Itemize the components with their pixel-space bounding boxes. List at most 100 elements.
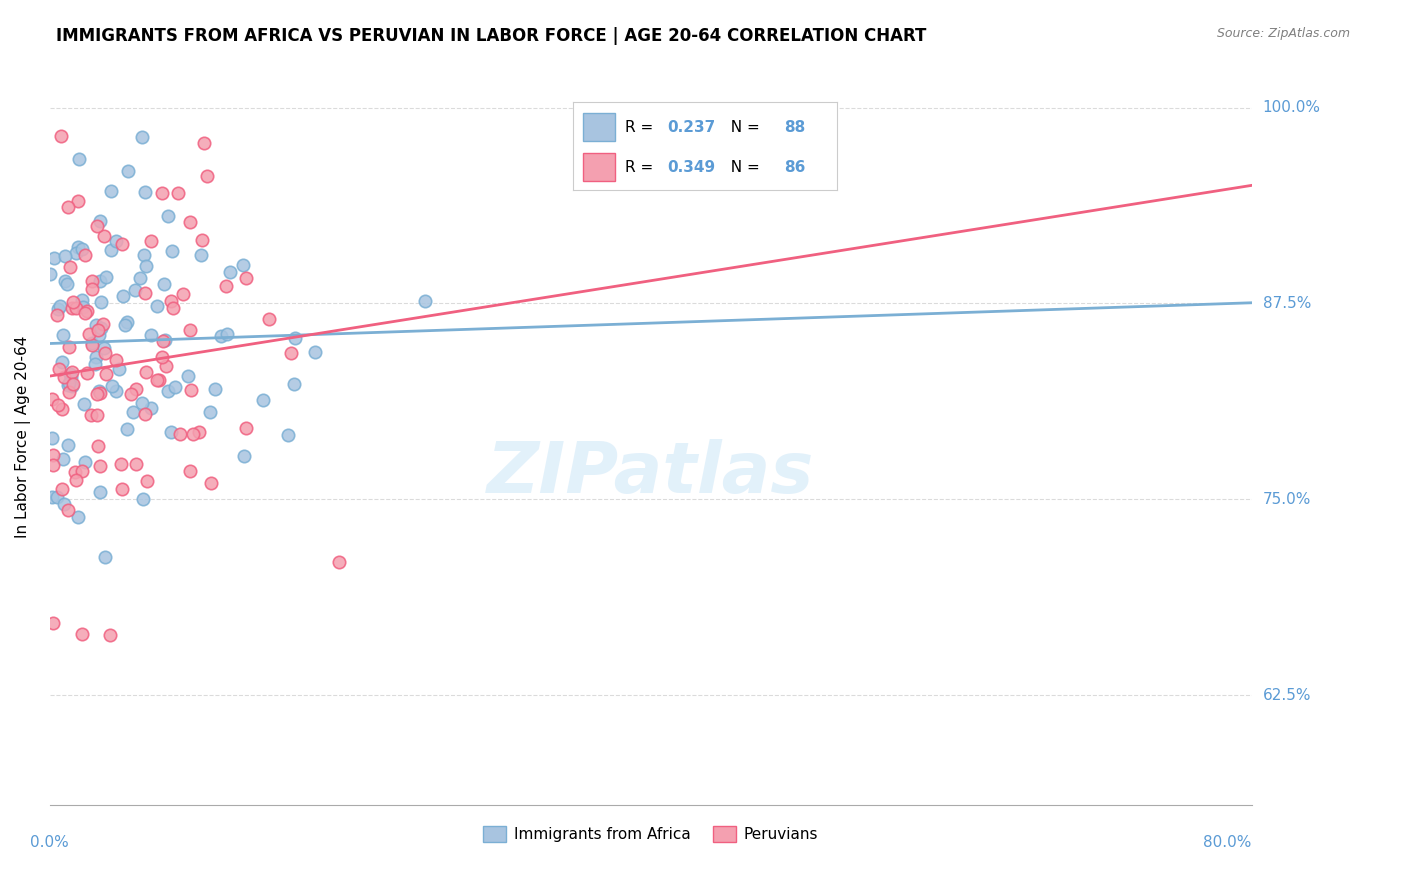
Point — [51, 401, 73, 416]
Point — [65, 474, 87, 488]
Point — [124, 283, 146, 297]
Point — [46, 301, 69, 316]
Point — [252, 392, 274, 407]
Point — [53, 497, 76, 511]
Point — [82, 336, 104, 351]
Point — [139, 401, 162, 416]
Point — [153, 334, 176, 348]
Point — [160, 244, 183, 258]
Point — [146, 299, 169, 313]
Point — [105, 384, 128, 398]
Point — [94, 270, 117, 285]
Point — [70, 293, 93, 307]
Point — [39, 267, 62, 281]
Point — [163, 380, 186, 394]
Point — [328, 555, 350, 569]
Point — [129, 271, 152, 285]
Point — [160, 425, 183, 439]
Point — [58, 376, 80, 390]
Point — [107, 362, 129, 376]
Point — [79, 327, 101, 342]
Point — [280, 346, 302, 360]
Point — [117, 422, 139, 436]
Point — [209, 329, 232, 343]
Point — [180, 384, 202, 398]
Point — [167, 186, 190, 201]
Point — [121, 405, 143, 419]
Point — [80, 282, 103, 296]
Point — [41, 392, 63, 407]
Point — [156, 209, 179, 223]
Point — [86, 219, 108, 233]
Point — [48, 398, 70, 412]
Point — [105, 234, 128, 248]
Point — [65, 301, 87, 315]
Point — [94, 549, 117, 564]
Point — [177, 368, 200, 383]
Point — [52, 327, 75, 342]
Point — [58, 260, 80, 274]
Point — [93, 341, 115, 355]
Point — [55, 277, 77, 291]
Point — [42, 448, 65, 462]
Point — [48, 300, 70, 314]
Point — [41, 491, 63, 505]
Point — [148, 373, 170, 387]
Text: 62.5%: 62.5% — [1263, 688, 1312, 703]
Point — [59, 367, 82, 381]
Point — [60, 301, 83, 315]
Point — [413, 294, 436, 309]
Point — [110, 457, 132, 471]
Point — [114, 318, 136, 332]
Point — [235, 421, 257, 435]
Point — [94, 346, 117, 360]
Point — [60, 365, 83, 379]
Point — [98, 628, 121, 642]
Point — [62, 294, 84, 309]
Point — [134, 407, 156, 421]
Point — [169, 426, 191, 441]
Point — [131, 130, 153, 145]
Point — [111, 482, 134, 496]
Point — [215, 279, 238, 293]
Point — [304, 345, 326, 359]
Point — [89, 458, 111, 473]
Point — [155, 359, 177, 373]
Point — [70, 242, 93, 256]
Point — [139, 235, 162, 249]
Point — [90, 320, 112, 334]
Point — [73, 248, 96, 262]
Text: 87.5%: 87.5% — [1263, 296, 1310, 311]
Point — [52, 451, 75, 466]
Point — [86, 408, 108, 422]
Point — [87, 439, 110, 453]
Point — [284, 331, 307, 345]
Point — [233, 449, 256, 463]
Point — [89, 214, 111, 228]
Point — [139, 328, 162, 343]
Text: 75.0%: 75.0% — [1263, 491, 1310, 507]
Point — [145, 373, 167, 387]
Point — [134, 185, 156, 199]
Point — [86, 323, 108, 337]
Point — [152, 334, 174, 348]
Point — [67, 153, 90, 167]
Point — [89, 385, 111, 400]
Point — [73, 397, 96, 411]
Point — [75, 455, 97, 469]
Point — [79, 408, 101, 422]
Point — [89, 485, 111, 500]
Point — [66, 509, 89, 524]
Text: IMMIGRANTS FROM AFRICA VS PERUVIAN IN LABOR FORCE | AGE 20-64 CORRELATION CHART: IMMIGRANTS FROM AFRICA VS PERUVIAN IN LA… — [56, 27, 927, 45]
Point — [150, 351, 173, 365]
Point — [62, 376, 84, 391]
Point — [193, 136, 215, 150]
Point — [86, 386, 108, 401]
Point — [91, 317, 114, 331]
Point — [53, 249, 76, 263]
Point — [117, 164, 139, 178]
Point — [66, 240, 89, 254]
Point — [181, 427, 204, 442]
Point — [66, 194, 89, 208]
Point — [172, 286, 194, 301]
